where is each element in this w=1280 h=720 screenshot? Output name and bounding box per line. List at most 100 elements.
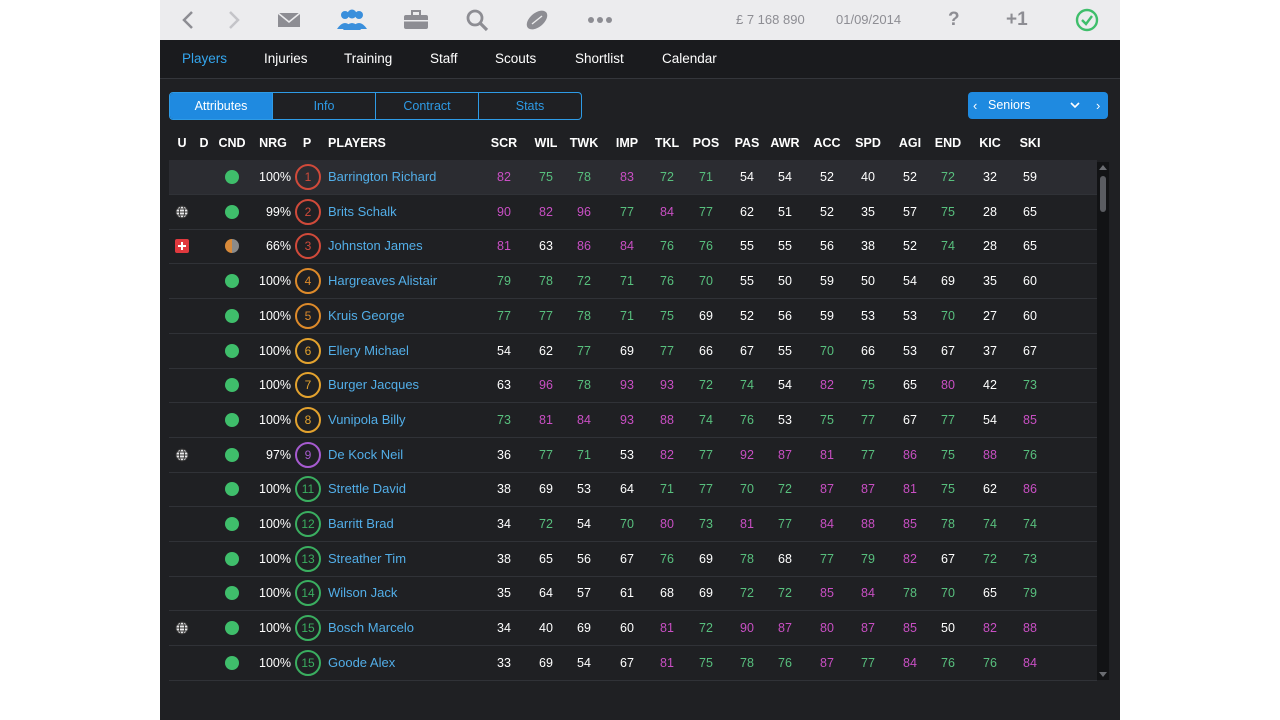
attr-scr: 81 [497, 239, 511, 254]
header-players[interactable]: PLAYERS [328, 136, 386, 150]
table-row[interactable]: 100% 13 Streather Tim 38 65 56 67 76 69 78 68 77 79 8… [169, 542, 1097, 577]
attr-tkl: 93 [660, 378, 674, 393]
attr-scr: 38 [497, 482, 511, 497]
player-name-link[interactable]: Brits Schalk [328, 203, 397, 219]
header-spd[interactable]: SPD [855, 136, 881, 150]
nav-players[interactable]: Players [182, 51, 228, 66]
energy-value: 100% [259, 517, 291, 531]
table-row[interactable]: 100% 1 Barrington Richard 82 75 78 83 72 71 54 54 5… [169, 160, 1097, 195]
player-name-link[interactable]: Goode Alex [328, 654, 396, 670]
briefcase-icon[interactable] [401, 0, 431, 40]
player-name-link[interactable]: Barrington Richard [328, 169, 437, 184]
table-row[interactable]: 100% 8 Vunipola Billy 73 81 84 93 88 74 76 53 75 77 6… [169, 403, 1097, 438]
player-name-link[interactable]: Ellery Michael [328, 342, 409, 358]
attr-wil: 69 [539, 482, 553, 497]
attr-imp: 60 [620, 621, 634, 636]
table-row[interactable]: 97% 9 De Kock Neil 36 77 71 53 82 77 92 87 81 77 86 75… [169, 438, 1097, 473]
header-nrg[interactable]: NRG [259, 136, 287, 150]
attr-acc: 59 [820, 274, 834, 289]
attr-acc: 52 [820, 204, 834, 219]
header-u[interactable]: U [177, 136, 187, 150]
people-icon[interactable] [334, 0, 370, 40]
table-row[interactable]: 100% 12 Barritt Brad 34 72 54 70 80 73 81 77 84 88 85… [169, 507, 1097, 542]
squad-selector[interactable]: ‹ Seniors › [968, 92, 1108, 119]
tab-attributes[interactable]: Attributes [170, 93, 272, 119]
header-acc[interactable]: ACC [813, 136, 841, 150]
chevron-down-icon[interactable] [1070, 92, 1080, 129]
chevron-left-icon[interactable]: ‹ [973, 98, 978, 113]
attr-agi: 54 [903, 274, 917, 289]
player-name-link[interactable]: Barritt Brad [328, 516, 394, 531]
header-imp[interactable]: IMP [615, 136, 639, 150]
header-agi[interactable]: AGI [898, 136, 922, 150]
attr-scr: 79 [497, 274, 511, 289]
position-badge: 1 [295, 164, 321, 190]
player-name-link[interactable]: Hargreaves Alistair [328, 273, 438, 289]
check-clock-icon[interactable] [1074, 0, 1100, 40]
table-scrollbar[interactable] [1097, 162, 1109, 680]
nav-training[interactable]: Training [344, 51, 393, 66]
attr-awr: 87 [778, 621, 792, 636]
header-cnd[interactable]: CND [218, 136, 246, 150]
more-icon[interactable] [586, 0, 614, 40]
player-name-link[interactable]: Burger Jacques [328, 377, 420, 393]
nav-scouts[interactable]: Scouts [495, 51, 537, 66]
nav-staff[interactable]: Staff [430, 51, 458, 66]
tab-contract[interactable]: Contract [375, 93, 478, 119]
player-name-link[interactable]: Bosch Marcelo [328, 620, 414, 636]
energy-value: 97% [265, 447, 291, 462]
table-row[interactable]: 66% 3 Johnston James 81 63 86 84 76 76 55 55 56 38 52… [169, 229, 1097, 265]
rugby-ball-icon[interactable] [522, 0, 552, 40]
scroll-up-icon[interactable] [1099, 165, 1107, 170]
energy-value: 100% [259, 378, 291, 393]
chevron-right-icon[interactable]: › [1096, 98, 1101, 113]
table-row[interactable]: 100% 15 Bosch Marcelo 34 40 69 60 81 72 90 87 80 87 8… [169, 611, 1097, 647]
attr-imp: 67 [620, 655, 634, 670]
table-row[interactable]: 100% 4 Hargreaves Alistair 79 78 72 71 76 70 55 50… [169, 264, 1097, 300]
player-name-link[interactable]: Vunipola Billy [328, 411, 406, 427]
table-row[interactable]: 100% 15 Goode Alex 33 69 54 67 81 75 78 76 87 77 84 76… [169, 646, 1097, 681]
header-pos[interactable]: POS [692, 136, 720, 150]
header-p[interactable]: P [302, 136, 312, 150]
header-end[interactable]: END [934, 136, 962, 150]
header-tkl[interactable]: TKL [654, 136, 680, 150]
header-d[interactable]: D [199, 136, 209, 150]
table-row[interactable]: 100% 6 Ellery Michael 54 62 77 69 77 66 67 55 70 66 5… [169, 334, 1097, 369]
condition-indicator [225, 447, 239, 462]
attr-agi: 78 [903, 586, 917, 601]
attr-acc: 87 [820, 655, 834, 670]
player-name-link[interactable]: Kruis George [328, 307, 405, 323]
scroll-thumb[interactable] [1100, 176, 1106, 212]
header-twk[interactable]: TWK [569, 136, 599, 150]
table-row[interactable]: 100% 14 Wilson Jack 35 64 57 61 68 69 72 72 85 84 78 7… [169, 576, 1097, 612]
nav-injuries[interactable]: Injuries [264, 51, 308, 66]
nav-shortlist[interactable]: Shortlist [575, 51, 624, 66]
player-name-link[interactable]: De Kock Neil [328, 446, 404, 462]
scroll-down-icon[interactable] [1099, 672, 1107, 677]
plus-one-button[interactable]: +1 [1006, 9, 1028, 30]
tab-stats[interactable]: Stats [478, 93, 581, 119]
search-icon[interactable] [462, 0, 492, 40]
table-row[interactable]: 100% 5 Kruis George 77 77 78 71 75 69 52 56 59 53 53 7… [169, 299, 1097, 334]
header-pas[interactable]: PAS [734, 136, 760, 150]
header-scr[interactable]: SCR [490, 136, 518, 150]
mail-icon[interactable] [274, 0, 304, 40]
header-awr[interactable]: AWR [770, 136, 800, 150]
back-arrow-icon[interactable] [176, 0, 200, 40]
help-button[interactable]: ? [948, 9, 960, 30]
tab-info[interactable]: Info [272, 93, 375, 119]
player-name-link[interactable]: Johnston James [328, 238, 423, 254]
forward-arrow-icon[interactable] [222, 0, 246, 40]
header-kic[interactable]: KIC [979, 136, 1001, 150]
nav-calendar[interactable]: Calendar [662, 51, 717, 66]
table-row[interactable]: 100% 11 Strettle David 38 69 53 64 71 77 70 72 87 87… [169, 472, 1097, 508]
player-name-link[interactable]: Wilson Jack [328, 585, 398, 601]
player-name-link[interactable]: Strettle David [328, 481, 407, 497]
table-row[interactable]: 99% 2 Brits Schalk 90 82 96 77 84 77 62 51 52 35 57 75… [169, 195, 1097, 230]
table-row[interactable]: 100% 7 Burger Jacques 63 96 78 93 93 72 74 54 82 75 6… [169, 368, 1097, 404]
attr-pos: 66 [699, 343, 713, 358]
condition-indicator [225, 378, 239, 393]
header-wil[interactable]: WIL [534, 136, 558, 150]
header-ski[interactable]: SKI [1019, 136, 1041, 150]
player-name-link[interactable]: Streather Tim [328, 550, 407, 566]
